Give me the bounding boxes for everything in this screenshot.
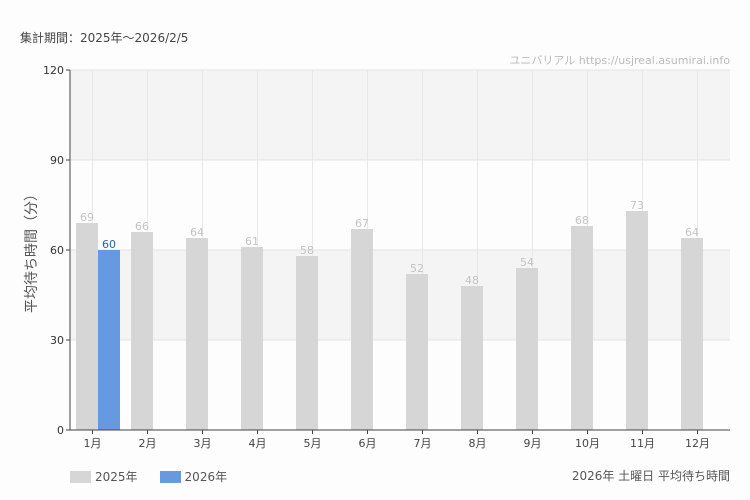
bar xyxy=(681,238,703,430)
bar xyxy=(296,256,318,430)
x-tick-label: 12月 xyxy=(685,437,710,450)
y-tick-label: 90 xyxy=(50,154,64,167)
data-label: 66 xyxy=(135,220,149,233)
bar xyxy=(571,226,593,430)
y-tick-label: 120 xyxy=(43,64,64,77)
bar xyxy=(131,232,153,430)
legend: 2025年 2026年 xyxy=(70,468,227,485)
bar xyxy=(626,211,648,430)
bar xyxy=(461,286,483,430)
legend-label: 2026年 xyxy=(184,470,228,484)
grid-band xyxy=(70,250,730,340)
x-tick-label: 5月 xyxy=(304,437,322,450)
bar xyxy=(98,250,120,430)
y-tick-label: 0 xyxy=(57,424,64,437)
x-tick-label: 1月 xyxy=(84,437,102,450)
y-tick-label: 30 xyxy=(50,334,64,347)
data-label: 52 xyxy=(410,262,424,275)
data-label: 64 xyxy=(190,226,204,239)
x-tick-label: 10月 xyxy=(575,437,600,450)
data-label: 54 xyxy=(520,256,534,269)
legend-item-2026[interactable]: 2026年 xyxy=(159,468,228,485)
legend-item-2025[interactable]: 2025年 xyxy=(70,468,138,485)
x-tick-label: 4月 xyxy=(249,437,267,450)
bar xyxy=(406,274,428,430)
x-tick-label: 8月 xyxy=(469,437,487,450)
data-label: 60 xyxy=(102,238,116,251)
grid-band xyxy=(70,70,730,160)
data-label: 61 xyxy=(245,235,259,248)
x-tick-label: 11月 xyxy=(630,437,655,450)
x-tick-label: 7月 xyxy=(414,437,432,450)
data-label: 69 xyxy=(80,211,94,224)
chart-title: 2026年 土曜日 平均待ち時間 xyxy=(571,469,730,483)
site-credit: ユニバリアル https://usjreal.asumirai.info xyxy=(509,54,730,67)
legend-label: 2025年 xyxy=(95,470,138,484)
aggregation-period: 集計期間：2025年～2026/2/5 xyxy=(20,31,189,45)
legend-swatch xyxy=(159,470,181,483)
bar xyxy=(516,268,538,430)
bar xyxy=(76,223,98,430)
legend-swatch xyxy=(70,470,91,483)
data-label: 68 xyxy=(575,214,589,227)
bar xyxy=(241,247,263,430)
data-label: 64 xyxy=(685,226,699,239)
data-label: 73 xyxy=(630,199,644,212)
bar xyxy=(186,238,208,430)
bar xyxy=(351,229,373,430)
x-tick-label: 3月 xyxy=(194,437,212,450)
y-axis-label: 平均待ち時間（分） xyxy=(24,187,40,313)
data-label: 48 xyxy=(465,274,479,287)
data-label: 67 xyxy=(355,217,369,230)
data-label: 58 xyxy=(300,244,314,257)
y-tick-label: 60 xyxy=(50,244,64,257)
x-tick-label: 6月 xyxy=(359,437,377,450)
x-tick-label: 2月 xyxy=(139,437,157,450)
x-tick-label: 9月 xyxy=(524,437,542,450)
